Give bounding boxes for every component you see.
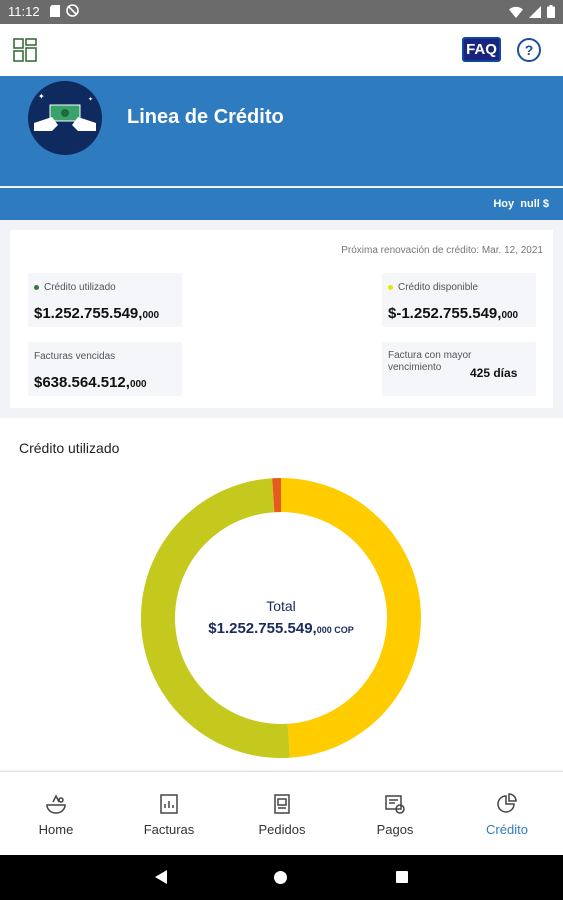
invoice-icon (160, 794, 178, 814)
nav-home[interactable]: Home (0, 792, 112, 837)
nav-pedidos[interactable]: Pedidos (226, 792, 338, 837)
used-value: $1.252.755.549, (34, 305, 143, 322)
credit-chart-panel: Crédito utilizado Total $1.252.755.549,0… (0, 418, 563, 770)
nav-pagos[interactable]: Pagos (339, 792, 451, 837)
signal-icon (529, 5, 541, 18)
sd-card-icon (50, 4, 60, 17)
donut-slice-1 (140, 478, 290, 759)
money-hands-icon: ✦ ✦ (34, 92, 96, 131)
credit-avatar: ✦ ✦ (28, 81, 102, 155)
home-icon[interactable] (274, 871, 287, 884)
app-bar: FAQ ? (0, 24, 563, 76)
credit-summary: Próxima renovación de crédito: Mar. 12, … (10, 230, 553, 408)
status-time: 11:12 (8, 4, 40, 19)
system-navigation-bar (0, 855, 563, 900)
available-value: $-1.252.755.549, (388, 305, 502, 322)
nav-pagos-label: Pagos (376, 822, 414, 837)
nav-pedidos-label: Pedidos (258, 822, 306, 837)
help-icon[interactable]: ? (516, 37, 542, 63)
status-right-icons (509, 5, 555, 18)
nav-credito[interactable]: Crédito (451, 792, 563, 837)
recent-apps-icon[interactable] (396, 871, 408, 883)
order-icon (274, 794, 290, 814)
today-value: null $ (520, 198, 549, 210)
used-credit-card: Crédito utilizado $1.252.755.549,000 (28, 273, 182, 327)
chart-total-label: Total (266, 598, 296, 614)
overdue-decimals: 000 (129, 379, 147, 390)
credit-donut-chart (140, 478, 422, 759)
svg-text:✦: ✦ (88, 96, 93, 103)
chart-total-decimals: 000 COP (316, 625, 354, 635)
used-label: Crédito utilizado (44, 282, 116, 293)
chart-total-value: $1.252.755.549, (208, 620, 317, 637)
credit-header: ✦ ✦ Linea de Crédito (0, 76, 563, 186)
today-label: Hoy (493, 198, 515, 210)
available-dot (388, 285, 393, 290)
available-decimals: 000 (501, 310, 519, 321)
wifi-icon (509, 6, 523, 18)
chart-heading: Crédito utilizado (19, 440, 120, 456)
overdue-value: $638.564.512, (34, 374, 130, 391)
faq-button[interactable]: FAQ (462, 37, 501, 62)
overdue-label: Facturas vencidas (34, 351, 116, 362)
available-credit-card: Crédito disponible $-1.252.755.549,000 (382, 273, 536, 327)
battery-icon (547, 5, 555, 18)
nav-facturas[interactable]: Facturas (113, 792, 225, 837)
nav-facturas-label: Facturas (143, 822, 195, 837)
donut-slice-0 (281, 478, 422, 758)
donut-slice-2 (272, 478, 281, 513)
used-dot (34, 285, 39, 290)
payment-icon (385, 795, 405, 814)
svg-text:✦: ✦ (38, 92, 45, 101)
longest-overdue-card: Factura con mayor vencimiento 425 días (382, 342, 536, 396)
no-sync-icon (66, 4, 79, 17)
today-bar: Hoy null $ (0, 188, 563, 220)
renewal-date: Próxima renovación de crédito: Mar. 12, … (341, 245, 543, 256)
longest-label: Factura con mayor vencimiento (388, 350, 472, 373)
nav-credito-label: Crédito (486, 822, 528, 837)
used-decimals: 000 (142, 310, 160, 321)
nav-home-label: Home (38, 822, 74, 837)
svg-text:?: ? (525, 42, 534, 58)
longest-value: 425 días (470, 366, 518, 380)
overdue-invoices-card: Facturas vencidas $638.564.512,000 (28, 342, 182, 396)
bottom-navigation: Home Facturas Pedidos Pagos Crédito (0, 771, 563, 855)
pie-chart-icon (497, 793, 517, 813)
home-bowl-icon (46, 794, 66, 814)
back-icon[interactable] (155, 870, 167, 884)
status-left-icons (50, 4, 79, 17)
chart-total-amount: $1.252.755.549,000 COP (139, 620, 423, 637)
dashboard-grid-icon[interactable] (12, 37, 38, 63)
today-balance: Hoy null $ (493, 198, 549, 210)
status-bar: 11:12 (0, 0, 563, 24)
page-title: Linea de Crédito (127, 106, 284, 128)
available-label: Crédito disponible (398, 282, 479, 293)
